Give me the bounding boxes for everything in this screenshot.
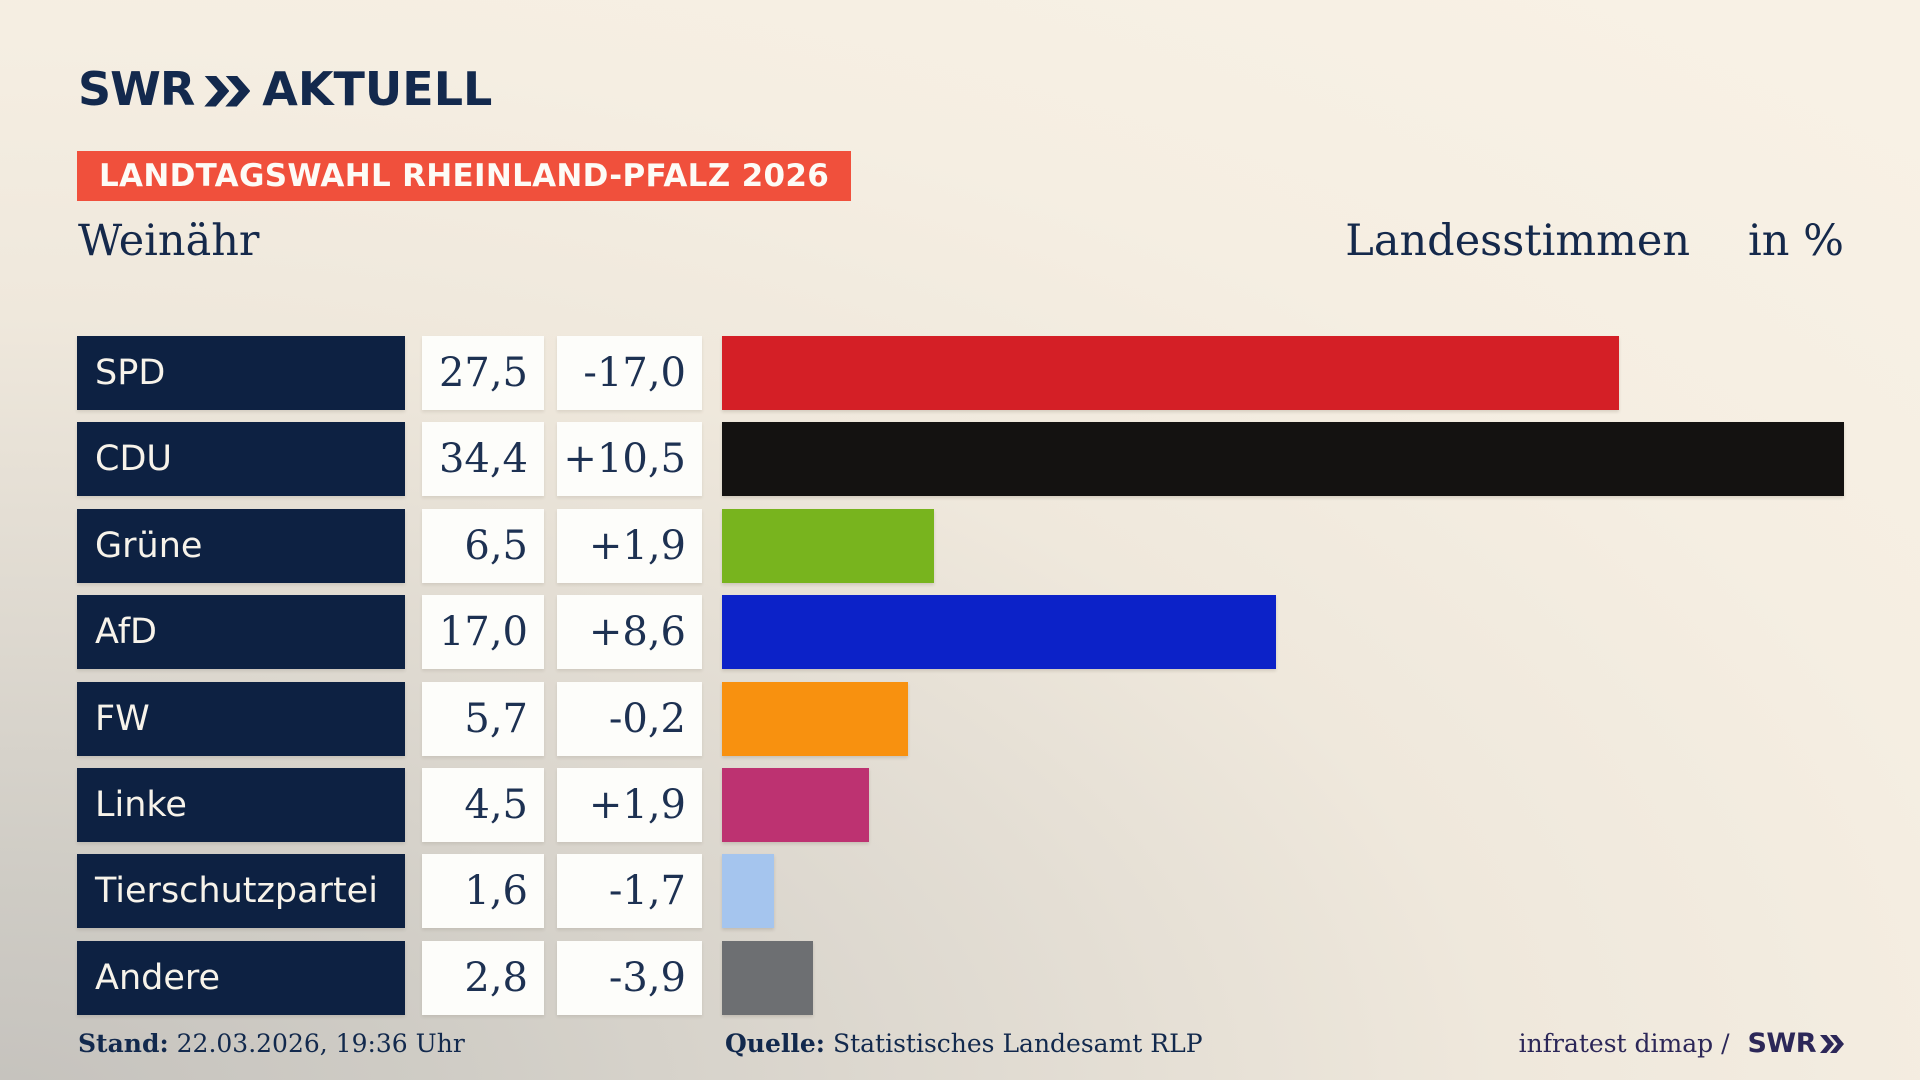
- value-box: 17,0: [422, 595, 544, 670]
- bar-track: [722, 336, 1844, 410]
- stand-label: Stand:: [78, 1028, 169, 1058]
- swr-footer-chevrons-icon: [1820, 1035, 1844, 1053]
- party-label-box: AfD: [77, 595, 405, 670]
- swr-chevrons-icon: [204, 75, 251, 107]
- aktuell-logo-text: AKTUELL: [262, 62, 493, 116]
- swr-logo-text: SWR: [78, 62, 195, 116]
- value-box: 5,7: [422, 681, 544, 756]
- value-box: 1,6: [422, 854, 544, 929]
- result-bar: [722, 681, 908, 756]
- bar-track: [722, 940, 1844, 1015]
- value-box: 6,5: [422, 508, 544, 583]
- result-row-cdu: CDU 34,4 +10,5: [77, 422, 1844, 497]
- result-bar: [722, 508, 934, 583]
- results-chart: SPD 27,5 -17,0 CDU 34,4 +10,5 Grüne 6,5 …: [77, 336, 1844, 1015]
- stand-timestamp: Stand: 22.03.2026, 19:36 Uhr: [78, 1029, 465, 1058]
- result-row-afd: AfD 17,0 +8,6: [77, 595, 1844, 670]
- diff-box: +1,9: [557, 508, 702, 583]
- result-row-andere: Andere 2,8 -3,9: [77, 940, 1844, 1015]
- bar-track: [722, 595, 1844, 670]
- party-label-box: Tierschutzpartei: [77, 854, 405, 929]
- result-bar: [722, 595, 1277, 670]
- measure-label: Landesstimmen: [1345, 216, 1691, 266]
- result-bar: [722, 767, 869, 842]
- agency-text: infratest dimap /: [1518, 1028, 1738, 1058]
- election-banner: LANDTAGSWAHL RHEINLAND-PFALZ 2026: [77, 151, 852, 201]
- agency-credit: infratest dimap / SWR: [1519, 1028, 1844, 1059]
- bar-track: [722, 422, 1844, 497]
- heading-row: Weinähr Landesstimmen in %: [78, 213, 1844, 269]
- result-row-fw: FW 5,7 -0,2: [77, 681, 1844, 756]
- unit-label: in %: [1748, 216, 1844, 266]
- party-label-box: FW: [77, 681, 405, 756]
- result-bar: [722, 854, 775, 929]
- result-row-spd: SPD 27,5 -17,0: [77, 336, 1844, 410]
- party-label-box: Linke: [77, 767, 405, 842]
- value-box: 34,4: [422, 422, 544, 497]
- diff-box: +8,6: [557, 595, 702, 670]
- diff-box: -3,9: [557, 940, 702, 1015]
- result-row-linke: Linke 4,5 +1,9: [77, 767, 1844, 842]
- diff-box: -17,0: [557, 336, 702, 410]
- result-row-gruene: Grüne 6,5 +1,9: [77, 508, 1844, 583]
- swr-aktuell-logo: SWR AKTUELL: [78, 66, 492, 112]
- result-row-tierschutzpartei: Tierschutzpartei 1,6 -1,7: [77, 854, 1844, 929]
- bar-track: [722, 854, 1844, 929]
- diff-box: -1,7: [557, 854, 702, 929]
- swr-footer-logo-text: SWR: [1747, 1027, 1816, 1059]
- bar-track: [722, 767, 1844, 842]
- party-label-box: CDU: [77, 422, 405, 497]
- measure-title: Landesstimmen in %: [1345, 216, 1844, 266]
- diff-box: +10,5: [557, 422, 702, 497]
- stand-value: 22.03.2026, 19:36 Uhr: [168, 1028, 465, 1058]
- party-label-box: SPD: [77, 336, 405, 410]
- party-label-box: Andere: [77, 940, 405, 1015]
- quelle-label: Quelle:: [725, 1028, 825, 1058]
- result-bar: [722, 422, 1844, 497]
- footer: Stand: 22.03.2026, 19:36 Uhr Quelle: Sta…: [78, 1022, 1844, 1064]
- bar-track: [722, 508, 1844, 583]
- quelle-value: Statistisches Landesamt RLP: [825, 1028, 1203, 1058]
- result-bar: [722, 940, 814, 1015]
- bar-track: [722, 681, 1844, 756]
- party-label-box: Grüne: [77, 508, 405, 583]
- diff-box: -0,2: [557, 681, 702, 756]
- value-box: 2,8: [422, 940, 544, 1015]
- value-box: 27,5: [422, 336, 544, 410]
- value-box: 4,5: [422, 767, 544, 842]
- diff-box: +1,9: [557, 767, 702, 842]
- result-bar: [722, 336, 1619, 410]
- source-credit: Quelle: Statistisches Landesamt RLP: [725, 1029, 1203, 1058]
- municipality-title: Weinähr: [78, 216, 260, 266]
